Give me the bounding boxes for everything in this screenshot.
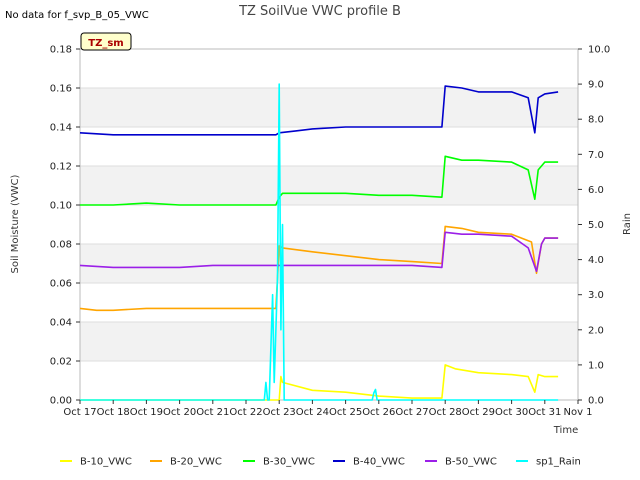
x-tick-label: Oct 25 — [329, 407, 362, 418]
series-line-b-30-vwc — [80, 155, 559, 206]
background-band — [80, 49, 578, 88]
legend-label-b-40-vwc: B-40_VWC — [353, 457, 405, 468]
chart-title: TZ SoilVue VWC profile B — [238, 4, 401, 19]
y2-tick-label: 10.0 — [588, 45, 610, 56]
x-tick-label: Nov 1 — [563, 407, 592, 418]
y-tick-label: 0.02 — [50, 357, 72, 368]
x-tick-label: Oct 21 — [196, 407, 229, 418]
y-tick-label: 0.12 — [50, 162, 72, 173]
x-tick-label: Oct 22 — [229, 407, 262, 418]
background-band — [80, 361, 578, 400]
y2-tick-label: 3.0 — [588, 290, 604, 301]
y-tick-label: 0.04 — [50, 318, 72, 329]
background-bands — [80, 49, 578, 400]
background-band — [80, 205, 578, 244]
y-tick-label: 0.06 — [50, 279, 72, 290]
badge: TZ_sm — [80, 32, 132, 51]
x-tick-label: Oct 17 — [63, 407, 96, 418]
background-band — [80, 88, 578, 127]
background-band — [80, 322, 578, 361]
x-tick-label: Oct 18 — [97, 407, 130, 418]
y2-tick-label: 6.0 — [588, 185, 604, 196]
y-tick-label: 0.00 — [50, 396, 72, 407]
legend-label-b-10-vwc: B-10_VWC — [80, 457, 132, 468]
x-tick-label: Oct 26 — [362, 407, 395, 418]
no-data-note: No data for f_svp_B_05_VWC — [5, 10, 149, 21]
badge-label: TZ_sm — [88, 38, 123, 49]
y2-tick-label: 1.0 — [588, 360, 604, 371]
series-layer — [79, 83, 559, 401]
y2-tick-label: 5.0 — [588, 220, 604, 231]
y2-tick-label: 2.0 — [588, 325, 604, 336]
badge-box — [80, 32, 132, 51]
y-tick-label: 0.08 — [50, 240, 72, 251]
y-tick-label: 0.18 — [50, 45, 72, 56]
x-tick-label: Oct 31 — [528, 407, 561, 418]
background-band — [80, 244, 578, 283]
background-band — [80, 283, 578, 322]
y2-tick-label: 4.0 — [588, 255, 604, 266]
series-line-b-40-vwc — [79, 85, 559, 136]
background-band — [80, 166, 578, 205]
x-tick-label: Oct 29 — [462, 407, 495, 418]
y-tick-label: 0.14 — [50, 123, 72, 134]
background-band — [80, 127, 578, 166]
y-tick-label: 0.16 — [50, 84, 72, 95]
x-tick-label: Oct 27 — [395, 407, 428, 418]
x-tick-label: Oct 24 — [296, 407, 329, 418]
x-tick-label: Oct 23 — [263, 407, 296, 418]
x-tick-label: Oct 30 — [495, 407, 528, 418]
axes-layer: 0.00 0.02 0.04 0.06 0.08 0.10 0.12 0.14 0.16 0.18… — [50, 45, 611, 419]
y2-axis-title: Rain — [622, 213, 633, 235]
legend-label-b-50-vwc: B-50_VWC — [445, 457, 497, 468]
x-tick-label: Oct 19 — [130, 407, 163, 418]
series-line-b-20-vwc — [79, 225, 559, 312]
series-line-b-10-vwc — [80, 364, 559, 401]
x-tick-label: Oct 20 — [163, 407, 196, 418]
y2-tick-label: 7.0 — [588, 150, 604, 161]
series-line-sp1-rain — [80, 83, 559, 401]
y2-tick-label: 8.0 — [588, 115, 604, 126]
y-axis-title: Soil Moisture (VWC) — [10, 174, 21, 273]
x-axis-title: Time — [553, 425, 578, 436]
series-line-b-50-vwc — [79, 231, 559, 273]
legend-label-b-30-vwc: B-30_VWC — [263, 457, 315, 468]
y2-tick-label: 0.0 — [588, 396, 604, 407]
legend: B-10_VWC B-20_VWC B-30_VWC B-40_VWC B-50_VWC… — [60, 457, 581, 468]
legend-label-sp1-rain: sp1_Rain — [536, 457, 581, 468]
y2-tick-label: 9.0 — [588, 80, 604, 91]
legend-label-b-20-vwc: B-20_VWC — [170, 457, 222, 468]
x-tick-label: Oct 28 — [429, 407, 462, 418]
y-tick-label: 0.10 — [50, 201, 72, 212]
